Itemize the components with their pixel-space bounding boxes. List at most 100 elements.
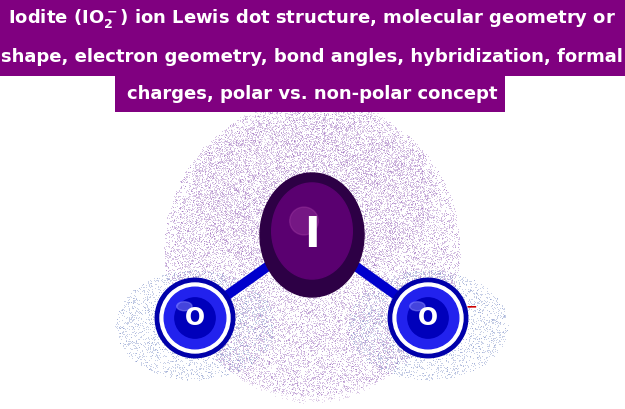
Point xyxy=(381,293,391,299)
Point xyxy=(174,211,184,218)
Point xyxy=(413,220,423,226)
Point xyxy=(261,324,271,330)
Point xyxy=(418,173,428,180)
Point xyxy=(404,276,414,283)
Point xyxy=(310,351,320,358)
Point xyxy=(384,205,394,212)
Point xyxy=(279,160,289,166)
Point xyxy=(253,222,263,229)
Point xyxy=(371,377,381,383)
Point xyxy=(404,233,414,240)
Point xyxy=(376,373,386,380)
Point xyxy=(201,280,211,287)
Point xyxy=(269,231,279,238)
Point xyxy=(376,162,386,168)
Point xyxy=(406,217,416,223)
Point xyxy=(263,160,273,166)
Point xyxy=(329,292,339,298)
Point xyxy=(185,196,195,202)
Point xyxy=(431,353,441,360)
Point xyxy=(423,312,433,318)
Point xyxy=(302,178,312,185)
Point xyxy=(326,271,336,278)
Point xyxy=(302,324,312,331)
Point xyxy=(231,202,241,209)
Point xyxy=(325,178,335,184)
Point xyxy=(308,244,318,250)
Point xyxy=(241,353,251,359)
Point xyxy=(377,292,387,298)
Point xyxy=(238,207,248,213)
Point xyxy=(251,267,261,274)
Point xyxy=(286,157,296,163)
Point xyxy=(381,192,391,199)
Point xyxy=(489,310,499,317)
Point xyxy=(319,360,329,366)
Point xyxy=(374,133,384,140)
Point xyxy=(435,259,445,266)
Point xyxy=(288,133,298,140)
Point xyxy=(266,333,276,339)
Point xyxy=(232,267,242,273)
Point xyxy=(314,183,324,190)
Point xyxy=(236,124,246,130)
Point xyxy=(325,375,335,382)
Point xyxy=(434,188,444,195)
Point xyxy=(251,262,261,268)
Point xyxy=(315,298,325,304)
Point xyxy=(357,214,367,221)
Point xyxy=(268,283,278,290)
Point xyxy=(256,256,266,263)
Point xyxy=(326,318,336,325)
Point xyxy=(275,167,285,173)
Point xyxy=(258,259,268,265)
Point xyxy=(388,131,398,137)
Point xyxy=(302,92,312,99)
Point xyxy=(254,294,264,301)
Point xyxy=(226,314,236,321)
Point xyxy=(399,288,409,295)
Point xyxy=(352,341,362,347)
Point xyxy=(220,181,230,188)
Point xyxy=(394,369,404,376)
Point xyxy=(287,176,297,182)
Point xyxy=(323,244,333,251)
Point xyxy=(312,347,322,353)
Point xyxy=(346,153,356,160)
Point xyxy=(168,231,178,237)
Point xyxy=(386,151,396,157)
Point xyxy=(118,310,128,316)
Point xyxy=(359,290,369,297)
Point xyxy=(448,213,458,219)
Point xyxy=(489,320,499,327)
Point xyxy=(178,322,188,329)
Point xyxy=(412,333,422,339)
Point xyxy=(350,220,360,226)
Point xyxy=(348,372,358,378)
Point xyxy=(381,209,391,216)
Point xyxy=(450,369,460,375)
Point xyxy=(385,278,395,285)
Point xyxy=(279,354,289,360)
Point xyxy=(337,137,347,143)
Point xyxy=(374,172,384,179)
Point xyxy=(306,381,316,387)
Point xyxy=(306,205,316,212)
Point xyxy=(287,231,297,237)
Point xyxy=(309,221,319,228)
Point xyxy=(248,243,258,250)
Point xyxy=(318,330,328,337)
Point xyxy=(391,153,401,159)
Point xyxy=(345,247,355,253)
Point xyxy=(222,336,232,342)
Point xyxy=(271,124,281,131)
Point xyxy=(357,317,367,324)
Point xyxy=(412,259,422,266)
Point xyxy=(343,230,353,236)
Point xyxy=(470,335,480,342)
Point xyxy=(444,301,454,308)
Point xyxy=(164,238,174,245)
Point xyxy=(199,196,209,202)
Point xyxy=(302,390,312,396)
Point xyxy=(351,181,361,188)
